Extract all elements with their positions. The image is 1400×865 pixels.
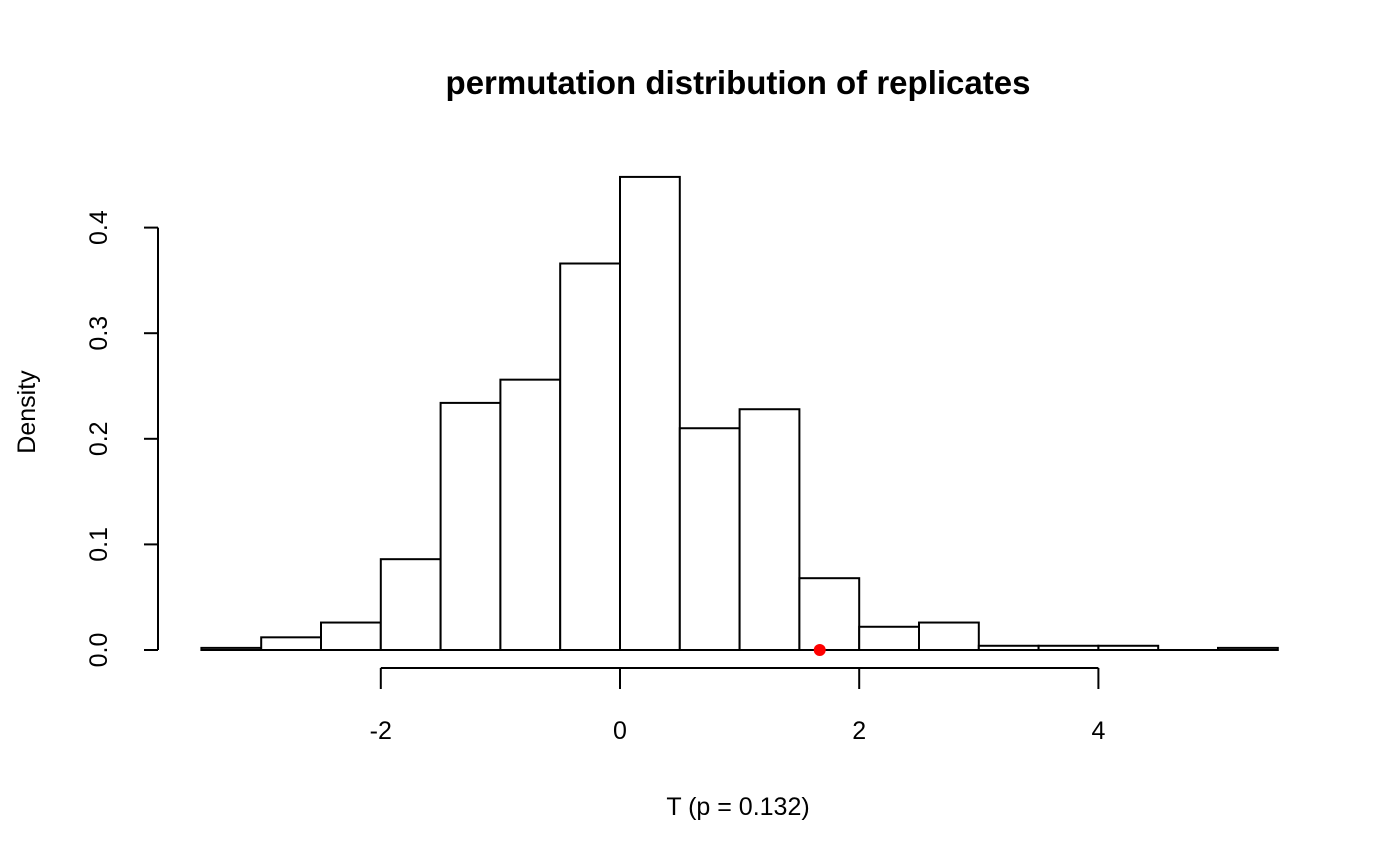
histogram-bars bbox=[200, 175, 1279, 652]
y-tick-label: 0.0 bbox=[85, 633, 113, 668]
histogram-bar bbox=[260, 636, 323, 652]
y-tick-label: 0.4 bbox=[85, 210, 113, 245]
histogram-bar bbox=[619, 175, 681, 652]
observed-statistic-point bbox=[813, 644, 826, 656]
observed-statistic-layer bbox=[813, 644, 826, 656]
y-tick-label: 0.3 bbox=[85, 316, 113, 351]
chart-title: permutation distribution of replicates bbox=[446, 64, 1031, 101]
histogram-bar bbox=[439, 401, 502, 651]
histogram-bar bbox=[320, 621, 382, 652]
y-tick-label: 0.1 bbox=[85, 527, 113, 562]
x-tick-label: 0 bbox=[613, 717, 627, 745]
histogram-bar bbox=[379, 558, 442, 652]
histogram-bar bbox=[678, 427, 741, 651]
x-axis: -2 0 2 4 bbox=[370, 667, 1105, 745]
x-tick-label: 2 bbox=[852, 717, 866, 745]
histogram-bar bbox=[499, 378, 562, 651]
histogram-bar bbox=[918, 621, 980, 652]
histogram-bar bbox=[858, 625, 921, 652]
y-tick-label: 0.2 bbox=[85, 421, 113, 456]
histogram-bar bbox=[798, 577, 861, 652]
y-axis-label: Density bbox=[13, 370, 41, 454]
x-tick-label: 4 bbox=[1091, 717, 1105, 745]
x-tick-label: -2 bbox=[370, 717, 392, 745]
y-axis: 0.0 0.1 0.2 0.3 0.4 bbox=[85, 210, 159, 668]
x-axis-label: T (p = 0.132) bbox=[666, 793, 809, 821]
histogram-bar bbox=[559, 262, 622, 651]
histogram-bar bbox=[738, 408, 801, 651]
